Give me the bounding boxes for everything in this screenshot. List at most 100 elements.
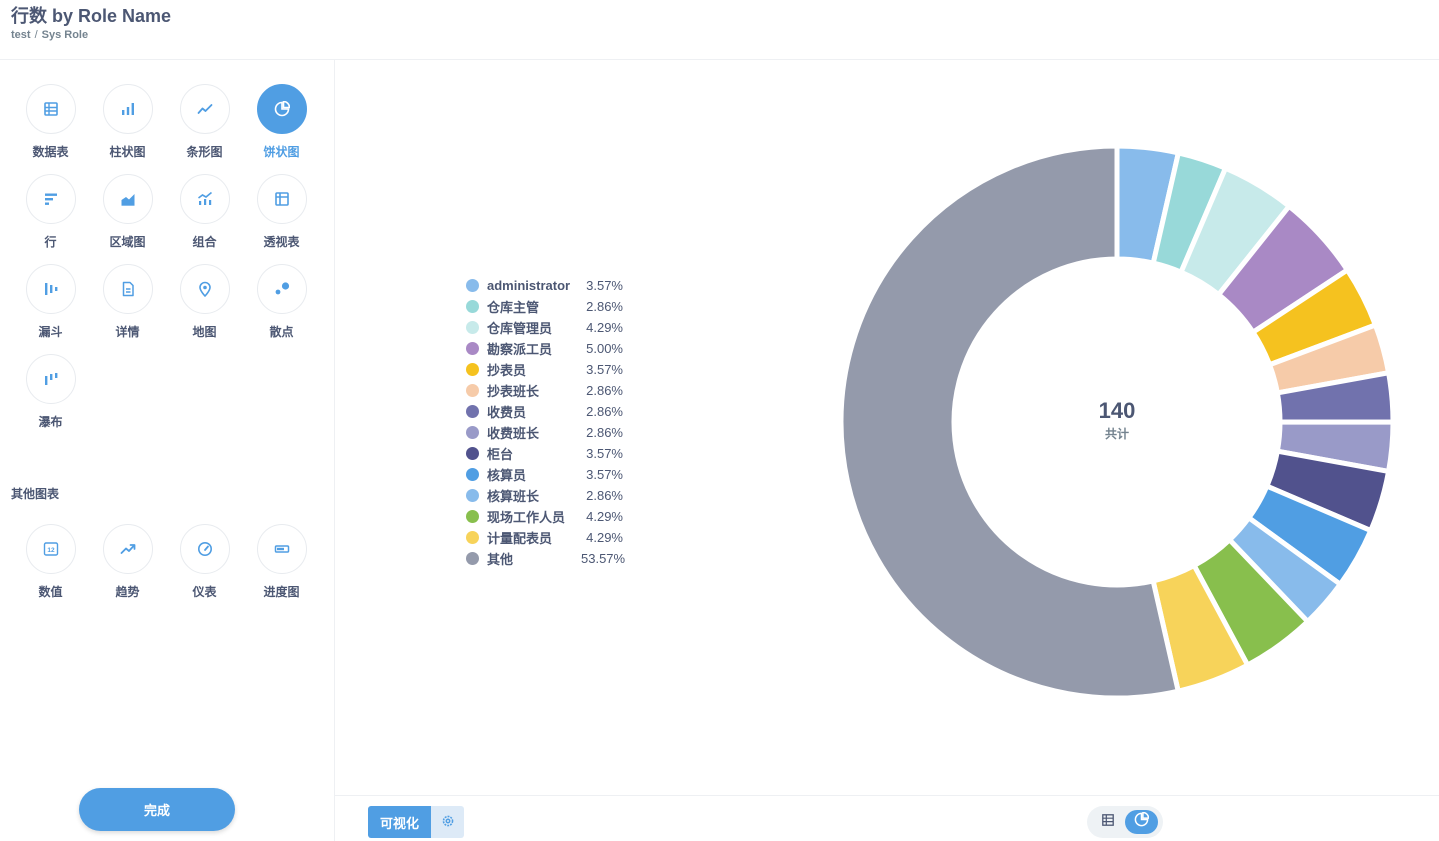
legend-item[interactable]: 核算员 3.57% [466, 464, 623, 485]
chart-view-toggle[interactable] [1125, 810, 1158, 834]
footer-bar: 可视化 [335, 795, 1439, 841]
legend-item[interactable]: 现场工作人员 4.29% [466, 506, 623, 527]
table-icon [1101, 813, 1114, 831]
legend-color-dot [466, 384, 479, 397]
legend-item[interactable]: 收费员 2.86% [466, 401, 623, 422]
viz-type-circle [256, 174, 307, 224]
legend-label: 计量配表员 [487, 531, 553, 546]
legend-color-dot [466, 342, 479, 355]
viz-type-label: 数值 [38, 585, 63, 599]
legend-percentage: 3.57% [586, 278, 623, 293]
legend-item[interactable]: 核算班长 2.86% [466, 485, 623, 506]
table-view-toggle[interactable] [1091, 810, 1124, 834]
viz-type-map-pin[interactable]: 地图 [166, 264, 243, 354]
legend-color-dot [466, 426, 479, 439]
legend-label: 仓库主管 [487, 300, 540, 315]
viz-type-circle [25, 264, 76, 314]
viz-type-circle [256, 524, 307, 574]
viz-type-number[interactable]: 12 数值 [12, 524, 89, 614]
legend-item[interactable]: 抄表员 3.57% [466, 359, 623, 380]
display-toggle [1087, 806, 1163, 838]
settings-button[interactable] [431, 806, 464, 838]
viz-type-line-chart[interactable]: 条形图 [166, 84, 243, 174]
donut-total-value: 140 [1098, 398, 1136, 423]
viz-type-document[interactable]: 详情 [89, 264, 166, 354]
legend-item[interactable]: 勘察派工员 5.00% [466, 338, 623, 359]
legend-percentage: 5.00% [586, 341, 623, 356]
viz-type-label: 条形图 [186, 145, 223, 159]
legend-item[interactable]: 其他 53.57% [466, 548, 625, 569]
line-chart-icon [197, 104, 212, 114]
other-visualization-grid: 12 数值 趋势 仪表 进度图 [12, 524, 322, 614]
gear-icon [441, 814, 455, 831]
legend-label: 抄表员 [487, 363, 527, 378]
legend-percentage: 3.57% [586, 446, 623, 461]
donut-chart [840, 145, 1394, 699]
viz-type-label: 趋势 [115, 585, 140, 599]
scatter-icon [275, 282, 289, 295]
done-button[interactable]: 完成 [79, 788, 235, 831]
legend-label: 勘察派工员 [487, 342, 553, 357]
viz-type-circle [102, 264, 153, 314]
breadcrumb-item-database[interactable]: test [11, 29, 31, 41]
legend-color-dot [466, 552, 479, 565]
chart-area: administrator 3.57% 仓库主管 2.86% 仓库管理员 4.2… [335, 60, 1439, 795]
viz-type-combo-chart[interactable]: 组合 [166, 174, 243, 264]
viz-type-progress[interactable]: 进度图 [243, 524, 320, 614]
viz-type-table[interactable]: 数据表 [12, 84, 89, 174]
legend-item[interactable]: 柜台 3.57% [466, 443, 623, 464]
pie-chart-icon [274, 101, 290, 117]
legend-label: 核算班长 [487, 489, 540, 504]
viz-type-area-chart[interactable]: 区域图 [89, 174, 166, 264]
waterfall-icon [44, 373, 57, 385]
viz-type-circle [256, 84, 307, 134]
number-icon: 12 [43, 542, 58, 556]
viz-type-pie-chart[interactable]: 饼状图 [243, 84, 320, 174]
table-icon [43, 102, 58, 116]
viz-type-bar-chart[interactable]: 柱状图 [89, 84, 166, 174]
viz-type-label: 散点 [269, 325, 294, 339]
other-charts-heading: 其他图表 [11, 487, 60, 501]
donut-center: 140 共计 [840, 398, 1394, 442]
viz-type-circle [25, 354, 76, 404]
legend-label: 核算员 [487, 468, 527, 483]
visualization-button[interactable]: 可视化 [368, 806, 431, 838]
viz-type-waterfall[interactable]: 瀑布 [12, 354, 89, 444]
viz-type-circle [179, 264, 230, 314]
area-chart-icon [121, 194, 134, 206]
viz-type-label: 组合 [192, 235, 217, 249]
donut-slice[interactable] [840, 145, 1182, 699]
viz-type-label: 透视表 [263, 235, 300, 249]
viz-type-circle: 12 [25, 524, 76, 574]
legend-label: 柜台 [487, 447, 514, 462]
viz-type-label: 仪表 [192, 585, 217, 599]
legend-item[interactable]: 抄表班长 2.86% [466, 380, 623, 401]
legend-item[interactable]: 收费班长 2.86% [466, 422, 623, 443]
viz-type-scatter[interactable]: 散点 [243, 264, 320, 354]
legend-percentage: 3.57% [586, 467, 623, 482]
legend-color-dot [466, 510, 479, 523]
map-pin-icon [198, 281, 211, 297]
viz-type-funnel[interactable]: 漏斗 [12, 264, 89, 354]
legend-percentage: 4.29% [586, 530, 623, 545]
viz-type-circle [179, 174, 230, 224]
viz-type-label: 饼状图 [263, 145, 300, 159]
viz-type-gauge[interactable]: 仪表 [166, 524, 243, 614]
legend-percentage: 4.29% [586, 320, 623, 335]
legend-label: 仓库管理员 [487, 321, 553, 336]
trend-icon [120, 544, 135, 554]
legend-item[interactable]: 仓库主管 2.86% [466, 296, 623, 317]
viz-type-pivot-table[interactable]: 透视表 [243, 174, 320, 264]
viz-type-label: 地图 [192, 325, 217, 339]
legend-item[interactable]: 计量配表员 4.29% [466, 527, 623, 548]
viz-type-circle [179, 524, 230, 574]
breadcrumb-item-table[interactable]: Sys Role [41, 29, 89, 41]
viz-type-trend[interactable]: 趋势 [89, 524, 166, 614]
bar-chart-icon [121, 103, 134, 115]
viz-type-row-chart[interactable]: 行 [12, 174, 89, 264]
legend-item[interactable]: 仓库管理员 4.29% [466, 317, 623, 338]
progress-icon [274, 545, 289, 553]
legend-label: 收费员 [487, 405, 527, 420]
legend-item[interactable]: administrator 3.57% [466, 275, 623, 296]
viz-type-label: 数据表 [32, 145, 69, 159]
